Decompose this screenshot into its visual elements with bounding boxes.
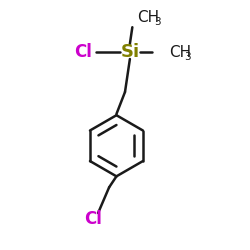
Text: Si: Si (120, 43, 140, 61)
Text: 3: 3 (184, 52, 191, 62)
Text: CH: CH (137, 10, 159, 25)
Text: CH: CH (169, 46, 191, 60)
Text: Cl: Cl (74, 43, 92, 61)
Text: Cl: Cl (84, 210, 102, 228)
Text: 3: 3 (154, 17, 160, 27)
